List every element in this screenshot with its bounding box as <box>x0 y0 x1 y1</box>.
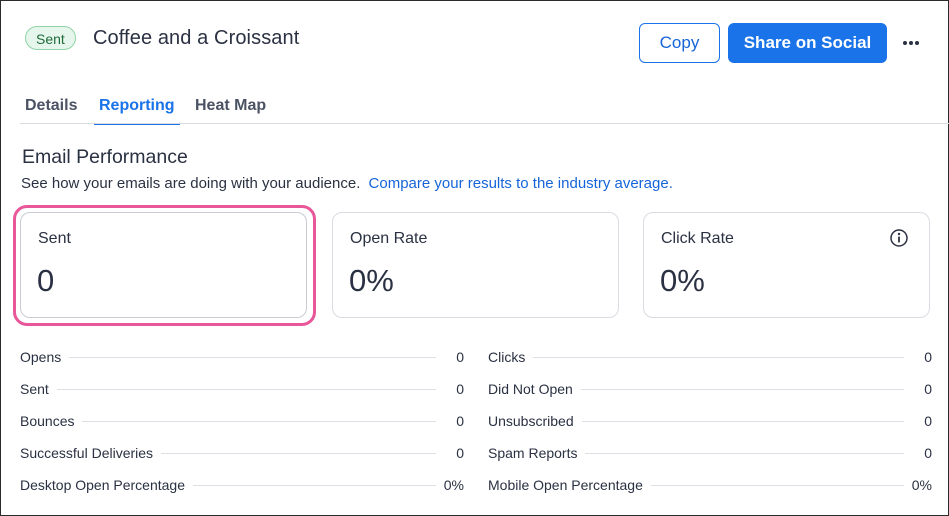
stat-row-desktop-open-percentage: Desktop Open Percentage 0% <box>20 469 464 501</box>
more-options-button[interactable] <box>899 31 923 55</box>
stat-label: Desktop Open Percentage <box>20 477 185 493</box>
stat-value: 0% <box>443 477 464 493</box>
stat-leader-line <box>56 388 436 390</box>
industry-average-link[interactable]: Compare your results to the industry ave… <box>368 175 673 192</box>
info-icon[interactable] <box>889 228 909 248</box>
status-badge: Sent <box>25 26 76 50</box>
stat-label: Successful Deliveries <box>20 445 154 461</box>
stat-row-bounces: Bounces 0 <box>20 405 464 437</box>
stat-label: Mobile Open Percentage <box>488 477 643 493</box>
card-value: 0 <box>37 263 55 298</box>
stat-label: Opens <box>20 349 62 365</box>
stats-left: Opens 0 Sent 0 Bounces 0 Successful Deli… <box>20 341 464 501</box>
stat-row-unsubscribed: Unsubscribed 0 <box>488 405 932 437</box>
tabs-divider <box>20 123 949 124</box>
metric-card-sent[interactable]: Sent 0 <box>20 212 307 318</box>
stat-value: 0 <box>456 445 464 461</box>
section-title: Email Performance <box>22 146 188 168</box>
stat-label: Unsubscribed <box>488 413 574 429</box>
card-label: Sent <box>38 230 71 247</box>
stat-leader-line <box>581 420 904 422</box>
section-subtitle: See how your emails are doing with your … <box>21 175 673 192</box>
page-title: Coffee and a Croissant <box>93 27 300 49</box>
stat-row-opens: Opens 0 <box>20 341 464 373</box>
stat-row-clicks: Clicks 0 <box>488 341 932 373</box>
stat-value: 0% <box>911 477 932 493</box>
stat-label: Sent <box>20 381 49 397</box>
card-label: Click Rate <box>661 230 734 247</box>
stat-leader-line <box>82 420 436 422</box>
stat-value: 0 <box>924 349 932 365</box>
stat-row-successful-deliveries: Successful Deliveries 0 <box>20 437 464 469</box>
stat-row-mobile-open-percentage: Mobile Open Percentage 0% <box>488 469 932 501</box>
stat-value: 0 <box>924 413 932 429</box>
metric-card-open-rate[interactable]: Open Rate 0% <box>332 212 619 318</box>
stat-value: 0 <box>924 381 932 397</box>
tab-bar: Details Reporting Heat Map <box>20 89 949 125</box>
share-on-social-button[interactable]: Share on Social <box>728 23 887 63</box>
stat-leader-line <box>580 388 904 390</box>
stat-leader-line <box>193 484 436 486</box>
tab-reporting[interactable]: Reporting <box>94 89 180 125</box>
subtitle-text: See how your emails are doing with your … <box>21 175 361 192</box>
stat-value: 0 <box>456 349 464 365</box>
selected-card-highlight <box>13 205 316 326</box>
card-label: Open Rate <box>350 230 428 247</box>
card-value: 0% <box>660 263 705 298</box>
stats-right: Clicks 0 Did Not Open 0 Unsubscribed 0 S… <box>488 341 932 501</box>
stat-leader-line <box>533 356 904 358</box>
stat-value: 0 <box>924 445 932 461</box>
metric-card-click-rate[interactable]: Click Rate 0% <box>643 212 930 318</box>
card-value: 0% <box>349 263 394 298</box>
stat-label: Bounces <box>20 413 75 429</box>
stat-leader-line <box>650 484 904 486</box>
tab-heat-map[interactable]: Heat Map <box>195 97 267 114</box>
stat-value: 0 <box>456 381 464 397</box>
stat-leader-line <box>161 452 436 454</box>
stat-row-spam-reports: Spam Reports 0 <box>488 437 932 469</box>
more-horizontal-icon <box>903 41 919 45</box>
tab-details[interactable]: Details <box>25 97 78 114</box>
stat-row-did-not-open: Did Not Open 0 <box>488 373 932 405</box>
copy-button[interactable]: Copy <box>639 23 720 63</box>
stat-row-sent: Sent 0 <box>20 373 464 405</box>
stat-leader-line <box>585 452 904 454</box>
stat-value: 0 <box>456 413 464 429</box>
stat-label: Clicks <box>488 349 526 365</box>
stat-leader-line <box>69 356 436 358</box>
stat-label: Spam Reports <box>488 445 578 461</box>
stat-label: Did Not Open <box>488 381 573 397</box>
